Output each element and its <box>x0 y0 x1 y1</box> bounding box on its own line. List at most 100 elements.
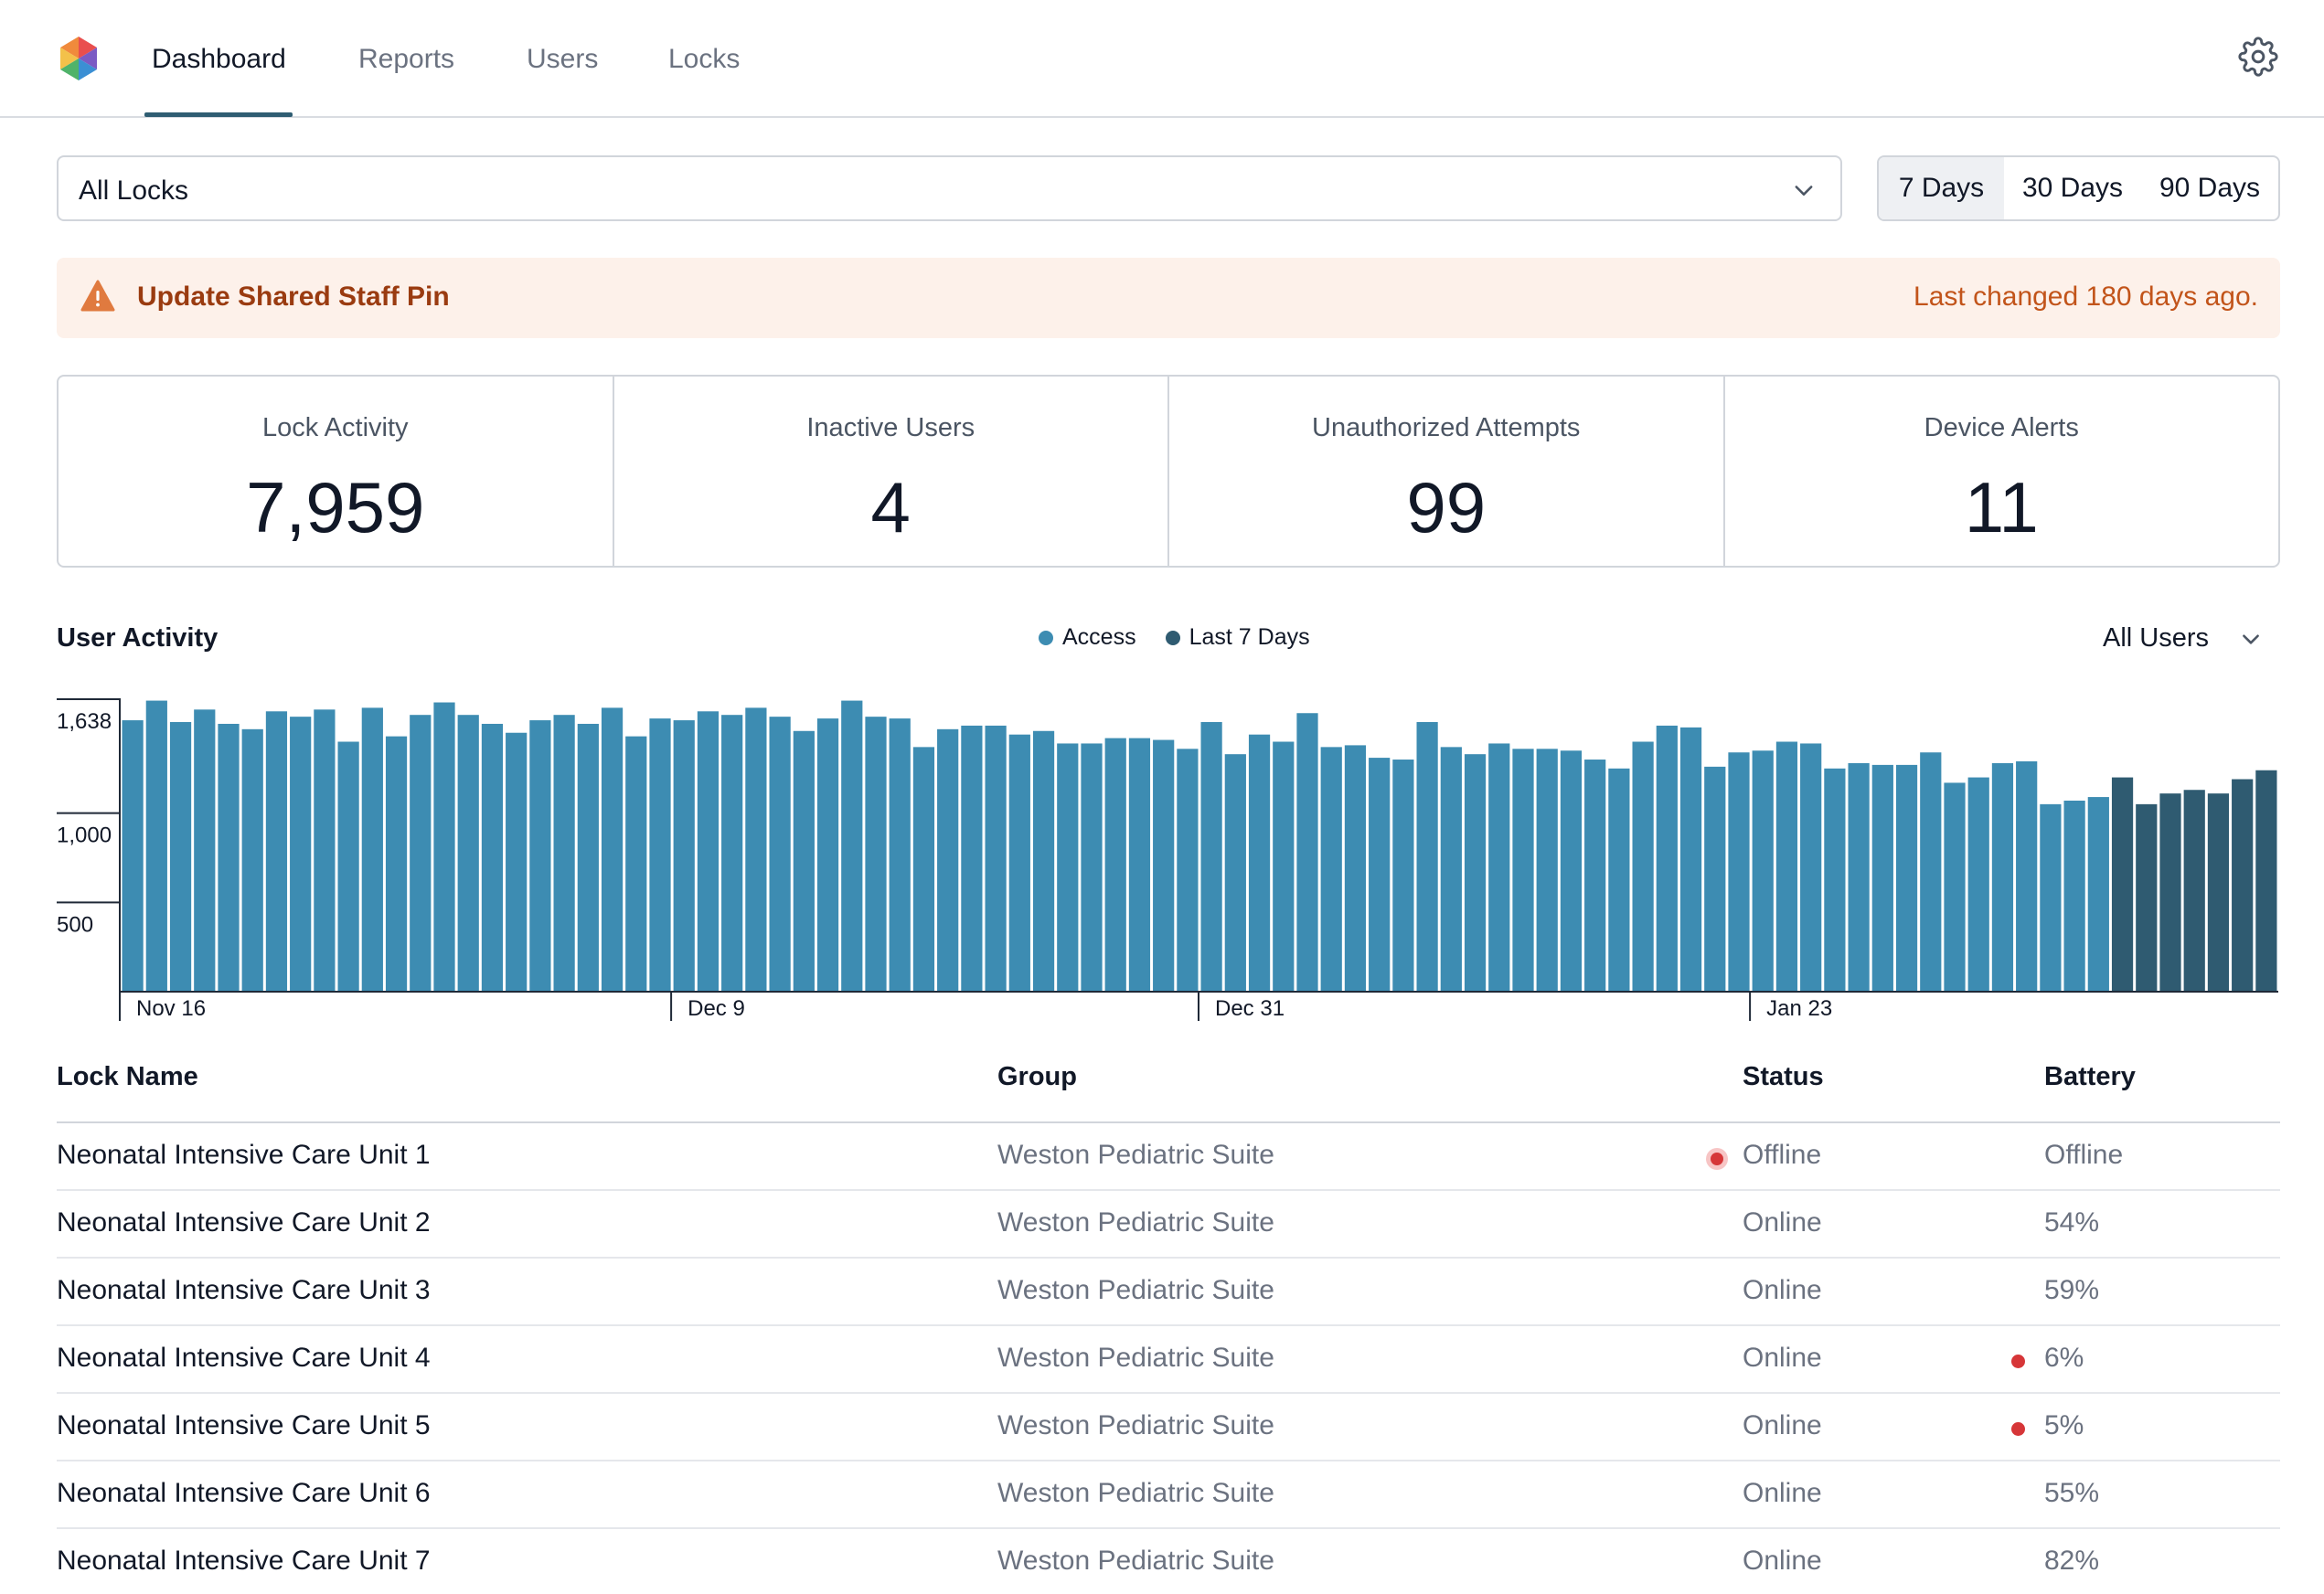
bar-access <box>2040 803 2062 992</box>
column-header-group[interactable]: Group <box>997 1062 1077 1091</box>
bar-access <box>1344 745 1367 992</box>
bar-access <box>410 715 432 992</box>
legend-label: Access <box>1062 624 1136 650</box>
y-tick-label: 500 <box>57 912 93 937</box>
pin-alert-banner[interactable]: Update Shared Staff Pin Last changed 180… <box>57 258 2280 338</box>
bar-last-7-days <box>2159 793 2181 992</box>
range-30-days[interactable]: 30 Days <box>2021 173 2124 203</box>
bar-last-7-days <box>2136 803 2158 992</box>
stat-value: 99 <box>1406 467 1487 547</box>
bar-access <box>1679 727 1702 992</box>
bar-access <box>1296 713 1318 992</box>
bar-access <box>1656 725 1678 992</box>
range-7-days[interactable]: 7 Days <box>1879 157 2004 219</box>
cell-battery: 55% <box>2044 1478 2100 1508</box>
tab-dashboard[interactable]: Dashboard <box>152 44 286 74</box>
bar-access <box>601 707 624 992</box>
x-tick-label: Jan 23 <box>1766 996 1832 1021</box>
bar-access <box>1369 758 1391 992</box>
bar-access <box>1775 741 1798 992</box>
cell-status: Online <box>1743 1478 1822 1508</box>
range-90-days[interactable]: 90 Days <box>2159 173 2261 203</box>
bar-access <box>1273 741 1295 992</box>
bar-access <box>937 728 959 992</box>
bar-access <box>529 720 551 992</box>
bar-access <box>337 741 359 992</box>
legend-swatch <box>1165 630 1180 645</box>
bar-access <box>265 711 288 992</box>
stat-device-alerts[interactable]: Device Alerts 11 <box>1725 377 2279 566</box>
warning-icon <box>80 280 115 312</box>
stat-inactive-users[interactable]: Inactive Users 4 <box>614 377 1169 566</box>
bar-access <box>145 700 167 992</box>
cell-group: Weston Pediatric Suite <box>997 1207 1274 1238</box>
lock-select-value: All Locks <box>79 175 189 206</box>
bar-access <box>1320 747 1342 992</box>
chart-legend: Access Last 7 Days <box>1039 624 1310 651</box>
bar-access <box>649 718 671 992</box>
lock-select[interactable]: All Locks <box>57 155 1842 221</box>
bar-access <box>1128 738 1151 992</box>
user-activity-chart: 1,638 1,000 500 Nov 16 Dec 9 Dec 31 Jan 23 <box>57 698 2278 1021</box>
bar-access <box>1560 750 1583 992</box>
bar-access <box>1057 743 1079 992</box>
cell-lock-name: Neonatal Intensive Care Unit 2 <box>57 1207 431 1238</box>
legend-swatch <box>1039 630 1053 645</box>
cell-battery: 5% <box>2044 1410 2084 1440</box>
chevron-down-icon <box>1795 186 1813 196</box>
table-row[interactable]: Neonatal Intensive Care Unit 5 Weston Pe… <box>57 1394 2280 1461</box>
column-header-battery[interactable]: Battery <box>2044 1062 2136 1091</box>
table-row[interactable]: Neonatal Intensive Care Unit 4 Weston Pe… <box>57 1326 2280 1394</box>
cell-lock-name: Neonatal Intensive Care Unit 6 <box>57 1478 431 1508</box>
bar-access <box>1608 768 1630 992</box>
bar-access <box>721 715 743 992</box>
hexagon-logo[interactable] <box>60 37 97 80</box>
bar-access <box>122 720 144 992</box>
stat-label: Unauthorized Attempts <box>1312 413 1581 442</box>
bar-access <box>2063 800 2085 992</box>
bar-access <box>433 702 455 992</box>
column-header-status[interactable]: Status <box>1743 1062 1824 1091</box>
cell-group: Weston Pediatric Suite <box>997 1275 1274 1305</box>
table-row[interactable]: Neonatal Intensive Care Unit 7 Weston Pe… <box>57 1529 2280 1594</box>
table-row[interactable]: Neonatal Intensive Care Unit 1 Weston Pe… <box>57 1123 2280 1191</box>
chart-title: User Activity <box>57 623 219 653</box>
cell-lock-name: Neonatal Intensive Care Unit 5 <box>57 1410 431 1440</box>
table-row[interactable]: Neonatal Intensive Care Unit 3 Weston Pe… <box>57 1259 2280 1326</box>
bar-access <box>1440 747 1462 992</box>
cell-battery: 82% <box>2044 1546 2100 1576</box>
bar-access <box>1895 764 1918 992</box>
bar-access <box>1752 750 1774 992</box>
bar-access <box>1632 741 1654 992</box>
table-row[interactable]: Neonatal Intensive Care Unit 2 Weston Pe… <box>57 1191 2280 1259</box>
column-header-lock-name[interactable]: Lock Name <box>57 1062 198 1091</box>
cell-group: Weston Pediatric Suite <box>997 1343 1274 1373</box>
gear-icon[interactable] <box>2238 37 2278 77</box>
bar-access <box>385 736 408 992</box>
cell-group: Weston Pediatric Suite <box>997 1546 1274 1576</box>
bar-access <box>1871 764 1893 992</box>
bar-access <box>961 725 983 992</box>
y-tick-label: 1,000 <box>57 824 112 848</box>
bar-access <box>745 707 767 992</box>
x-tick-label: Dec 9 <box>688 996 745 1021</box>
stat-label: Lock Activity <box>261 413 409 442</box>
bar-access <box>793 730 815 992</box>
bar-last-7-days <box>2232 779 2254 992</box>
users-select[interactable]: All Users <box>2103 623 2263 656</box>
tab-users[interactable]: Users <box>527 44 599 74</box>
tab-reports[interactable]: Reports <box>358 44 455 74</box>
stat-lock-activity[interactable]: Lock Activity 7,959 <box>59 377 614 566</box>
date-range-toggle: 7 Days 30 Days 90 Days <box>1877 155 2280 221</box>
tab-locks[interactable]: Locks <box>668 44 741 74</box>
cell-status: Online <box>1743 1410 1822 1440</box>
users-select-value: All Users <box>2103 623 2210 653</box>
cell-group: Weston Pediatric Suite <box>997 1140 1274 1170</box>
table-row[interactable]: Neonatal Intensive Care Unit 6 Weston Pe… <box>57 1461 2280 1529</box>
bar-access <box>1224 754 1246 992</box>
table-header-divider <box>57 1121 2280 1123</box>
bar-access <box>218 723 240 992</box>
bar-access <box>625 736 647 992</box>
stat-unauthorized-attempts[interactable]: Unauthorized Attempts 99 <box>1169 377 1725 566</box>
stats-panel: Lock Activity 7,959 Inactive Users 4 Una… <box>57 375 2280 568</box>
